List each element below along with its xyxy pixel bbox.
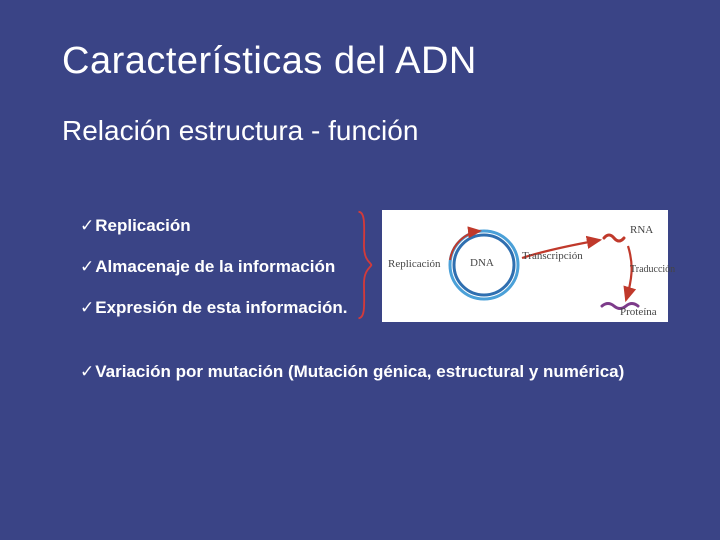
last-bullet: ✓ Variación por mutación (Mutación génic… bbox=[80, 362, 624, 382]
diagram-label-rna: RNA bbox=[630, 224, 653, 236]
bullet-text: Variación por mutación (Mutación génica,… bbox=[95, 362, 624, 382]
diagram-label-traduccion: Traducción bbox=[630, 264, 675, 275]
brace-icon bbox=[354, 210, 374, 320]
bullet-text: Replicación bbox=[95, 216, 190, 236]
list-item: ✓ Almacenaje de la información bbox=[80, 257, 348, 277]
bullet-text: Almacenaje de la información bbox=[95, 257, 335, 277]
list-item: ✓ Expresión de esta información. bbox=[80, 298, 348, 318]
bullet-text: Expresión de esta información. bbox=[95, 298, 347, 318]
brace-path bbox=[359, 212, 372, 318]
check-icon: ✓ bbox=[80, 257, 94, 277]
list-item: ✓ Replicación bbox=[80, 216, 348, 236]
diagram-label-proteina: Proteína bbox=[620, 306, 657, 318]
check-icon: ✓ bbox=[80, 298, 94, 318]
slide-subtitle: Relación estructura - función bbox=[62, 115, 418, 147]
diagram-label-replicacion: Replicación bbox=[388, 258, 441, 270]
diagram-label-dna: DNA bbox=[470, 257, 494, 269]
central-dogma-diagram: Replicación DNA Transcripción RNA Traduc… bbox=[382, 210, 668, 322]
diagram-label-transcripcion: Transcripción bbox=[522, 250, 583, 262]
check-icon: ✓ bbox=[80, 362, 94, 382]
slide: Características del ADN Relación estruct… bbox=[0, 0, 720, 540]
check-icon: ✓ bbox=[80, 216, 94, 236]
bullet-list: ✓ Replicación ✓ Almacenaje de la informa… bbox=[80, 216, 348, 339]
slide-title: Características del ADN bbox=[62, 40, 477, 83]
rna-squiggle bbox=[604, 235, 624, 241]
